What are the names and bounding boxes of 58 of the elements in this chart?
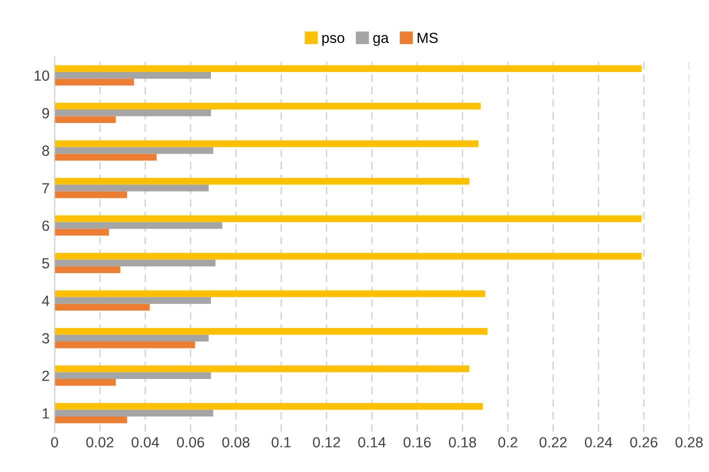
bar: [54, 140, 478, 148]
bar: [54, 116, 116, 124]
x-tick-label: 0.02: [86, 437, 114, 448]
bar: [54, 102, 481, 110]
bar: [54, 228, 109, 236]
bar: [54, 416, 128, 424]
x-tick-label: 0.14: [358, 437, 386, 448]
bar: [54, 328, 488, 335]
legend-label: MS: [418, 32, 438, 44]
x-tick-label: 0.22: [540, 437, 567, 448]
bar: [54, 304, 150, 311]
bar: [54, 215, 642, 222]
y-tick-label: 5: [42, 258, 50, 268]
bar: [54, 402, 483, 410]
bar: [54, 372, 211, 379]
x-tick-label: 0.18: [448, 437, 476, 448]
x-tick-label: 0.28: [676, 437, 703, 448]
bar: [54, 297, 211, 304]
x-tick-label: 0.06: [176, 437, 204, 448]
bar: [54, 252, 642, 260]
bar: [54, 65, 642, 72]
y-tick-label: 9: [42, 108, 50, 118]
bar: [54, 290, 486, 298]
x-tick-label: 0.24: [584, 437, 612, 448]
bar: [54, 110, 211, 116]
x-tick-label: 0: [51, 437, 58, 448]
y-tick-label: 4: [42, 296, 50, 306]
bar: [54, 191, 128, 198]
bar: [54, 260, 216, 266]
bar: [54, 266, 120, 274]
x-tick-label: 0.26: [630, 437, 658, 448]
bar: [54, 72, 211, 79]
bar: [54, 378, 116, 386]
y-tick-label: 7: [42, 183, 49, 194]
bar: [54, 365, 470, 372]
x-tick-label: 0.04: [132, 437, 160, 448]
bar: [54, 78, 134, 86]
bar: [54, 154, 157, 161]
bar: [54, 178, 470, 185]
bar: [54, 341, 196, 348]
y-tick-label: 1: [42, 408, 50, 418]
bar: [54, 184, 209, 192]
y-tick-label: 10: [34, 70, 50, 81]
y-tick-label: 6: [42, 220, 50, 231]
x-tick-label: 0.12: [312, 437, 340, 448]
bar: [54, 147, 214, 154]
x-tick-label: 0.2: [498, 437, 518, 448]
legend-label: pso: [322, 35, 344, 46]
y-tick-label: 8: [42, 146, 50, 156]
y-tick-label: 3: [42, 333, 50, 344]
x-tick-label: 0.1: [272, 437, 291, 448]
bar: [54, 334, 209, 342]
y-tick-label: 2: [42, 370, 49, 381]
x-tick-label: 0.16: [404, 437, 431, 448]
x-tick-label: 0.08: [222, 437, 250, 448]
legend-label: ga: [373, 35, 389, 46]
bar: [54, 410, 214, 416]
bar: [54, 222, 222, 229]
